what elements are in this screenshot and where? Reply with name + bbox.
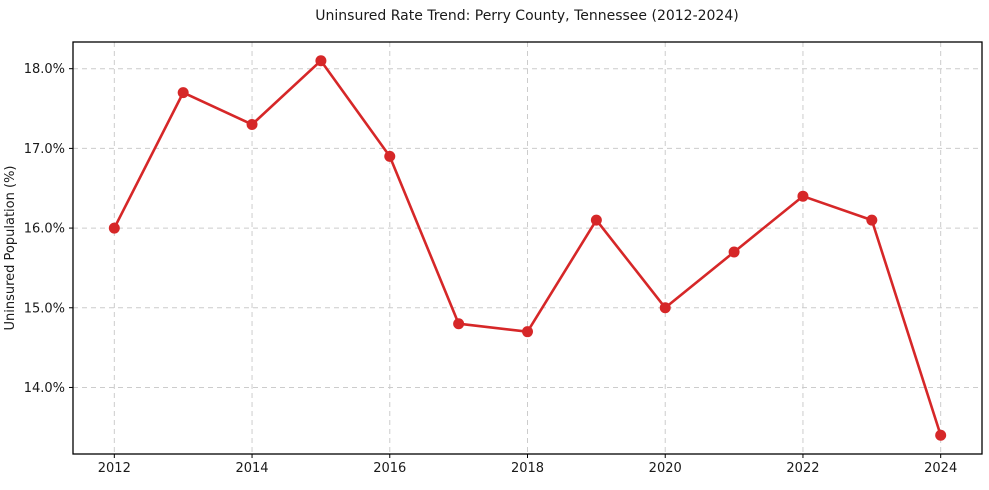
y-tick-label: 17.0% bbox=[24, 142, 65, 157]
x-tick-label: 2022 bbox=[786, 461, 819, 476]
x-tick-label: 2020 bbox=[649, 461, 682, 476]
x-tick-label: 2018 bbox=[511, 461, 544, 476]
y-tick-label: 15.0% bbox=[24, 301, 65, 316]
y-tick-label: 14.0% bbox=[24, 381, 65, 396]
x-tick-label: 2012 bbox=[98, 461, 131, 476]
data-point-marker bbox=[866, 214, 878, 226]
x-tick-label: 2024 bbox=[924, 461, 957, 476]
axes-layer: 2012 2014 2016 2018 2020 2022 2024 14.0% 15.0% 16… bbox=[24, 41, 983, 476]
data-point-marker bbox=[590, 214, 602, 226]
data-point-marker bbox=[453, 318, 465, 330]
grid-layer bbox=[73, 42, 982, 454]
chart-title: Uninsured Rate Trend: Perry County, Tenn… bbox=[315, 8, 738, 24]
data-point-marker bbox=[108, 222, 120, 234]
data-point-marker bbox=[315, 55, 327, 67]
x-tick-label: 2016 bbox=[373, 461, 406, 476]
data-point-marker bbox=[384, 150, 396, 162]
y-axis-label: Uninsured Population (%) bbox=[3, 166, 18, 331]
y-tick-label: 18.0% bbox=[24, 62, 65, 77]
data-point-marker bbox=[246, 118, 258, 130]
data-point-marker bbox=[728, 246, 740, 258]
data-point-marker bbox=[659, 302, 671, 314]
data-point-marker bbox=[797, 190, 809, 202]
data-point-marker bbox=[935, 429, 947, 441]
data-point-marker bbox=[177, 87, 189, 99]
data-point-marker bbox=[522, 326, 533, 338]
x-tick-label: 2014 bbox=[235, 461, 268, 476]
y-tick-label: 16.0% bbox=[24, 222, 65, 237]
axes-border bbox=[72, 41, 983, 455]
trend-line-series bbox=[108, 55, 947, 441]
